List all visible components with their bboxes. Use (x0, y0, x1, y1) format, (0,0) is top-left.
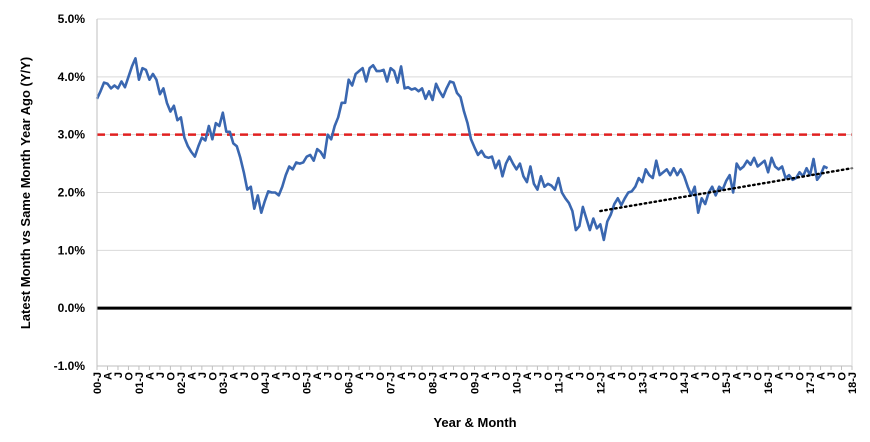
trend-line (599, 167, 854, 213)
reference-lines (97, 133, 852, 310)
x-tick-label: J (742, 372, 754, 378)
x-tick-label: 18-J (847, 372, 859, 394)
x-tick-label: J (532, 372, 544, 378)
x-tick-label: O (837, 372, 849, 381)
x-tick-label: 10-J (511, 372, 523, 394)
x-tick-label: A (732, 372, 744, 380)
series-layer (95, 57, 829, 242)
x-tick-label: 12-J (595, 372, 607, 394)
x-tick-label: O (753, 372, 765, 381)
y-axis-title: Latest Month vs Same Month Year Ago (Y/Y… (18, 57, 33, 329)
series-line-0 (95, 57, 829, 242)
x-tick-label: J (658, 372, 670, 378)
x-tick-label: A (144, 372, 156, 380)
x-tick-label: J (784, 372, 796, 378)
x-tick-label: 06-J (344, 372, 356, 394)
x-tick-label: O (501, 372, 513, 381)
x-tick-label: O (375, 372, 387, 381)
x-tick-label: A (648, 372, 660, 380)
x-tick-label: 17-J (805, 372, 817, 394)
x-tick-label: 03-J (218, 372, 230, 394)
x-tick-label: J (826, 372, 838, 378)
x-tick-label: J (113, 372, 125, 378)
x-tick-label: 02-J (176, 372, 188, 394)
x-tick-label: O (123, 372, 135, 381)
x-tick-label: 16-J (763, 372, 775, 394)
y-tick-label: 3.0% (58, 128, 86, 142)
x-tick-label: A (606, 372, 618, 380)
x-tick-label: O (627, 372, 639, 381)
x-tick-label: 00-J (92, 372, 104, 394)
x-tick-label: J (616, 372, 628, 378)
x-tick-label: 15-J (721, 372, 733, 394)
x-tick-label: A (816, 372, 828, 380)
y-tick-label: 1.0% (58, 243, 86, 257)
x-tick-label: O (165, 372, 177, 381)
x-tick-label: A (774, 372, 786, 380)
x-tick-label: O (543, 372, 555, 381)
x-tick-label: A (354, 372, 366, 380)
x-tick-label: 08-J (428, 372, 440, 394)
x-tick-label: A (564, 372, 576, 380)
x-tick-label: J (281, 372, 293, 378)
x-tick-label: O (585, 372, 597, 381)
x-tick-label: J (197, 372, 209, 378)
x-tick-label: J (407, 372, 419, 378)
x-tick-label: O (795, 372, 807, 381)
x-tick-label: A (228, 372, 240, 380)
x-tick-label: O (207, 372, 219, 381)
x-tick-label: J (155, 372, 167, 378)
x-tick-label: O (711, 372, 723, 381)
x-tick-label: A (690, 372, 702, 380)
x-tick-label: O (333, 372, 345, 381)
x-tick-label: O (459, 372, 471, 381)
x-tick-label: A (186, 372, 198, 380)
x-tick-label: 09-J (470, 372, 482, 394)
x-tick-label: A (312, 372, 324, 380)
x-tick-label: J (449, 372, 461, 378)
trendline-layer (599, 167, 854, 213)
x-tick-label: A (438, 372, 450, 380)
x-tick-label: J (700, 372, 712, 378)
x-tick-labels: 00-JAJO01-JAJO02-JAJO03-JAJO04-JAJO05-JA… (92, 366, 859, 394)
y-tick-label: -1.0% (54, 359, 86, 373)
x-tick-label: J (574, 372, 586, 378)
x-tick-label: J (239, 372, 251, 378)
x-tick-label: 04-J (260, 372, 272, 394)
x-tick-label: 13-J (637, 372, 649, 394)
gridlines (97, 18, 852, 367)
x-tick-label: A (396, 372, 408, 380)
x-axis-title: Year & Month (433, 415, 516, 430)
x-tick-label: J (323, 372, 335, 378)
x-tick-label: J (490, 372, 502, 378)
x-tick-label: O (249, 372, 261, 381)
y-tick-label: 4.0% (58, 70, 86, 84)
y-tick-labels: -1.0% 0.0% 1.0% 2.0% 3.0% 4.0% 5.0% (54, 12, 86, 373)
x-tick-label: 05-J (302, 372, 314, 394)
x-tick-label: 07-J (386, 372, 398, 394)
x-tick-label: 14-J (679, 372, 691, 394)
x-tick-label: 01-J (134, 372, 146, 394)
x-tick-label: O (417, 372, 429, 381)
x-tick-label: 11-J (553, 372, 565, 393)
y-tick-label: 0.0% (58, 301, 86, 315)
x-tick-label: A (270, 372, 282, 380)
x-tick-label: A (102, 372, 114, 380)
y-tick-label: 2.0% (58, 186, 86, 200)
x-tick-label: A (522, 372, 534, 380)
y-tick-label: 5.0% (58, 12, 86, 26)
x-tick-label: O (291, 372, 303, 381)
x-tick-label: A (480, 372, 492, 380)
x-tick-label: J (365, 372, 377, 378)
x-tick-label: O (669, 372, 681, 381)
